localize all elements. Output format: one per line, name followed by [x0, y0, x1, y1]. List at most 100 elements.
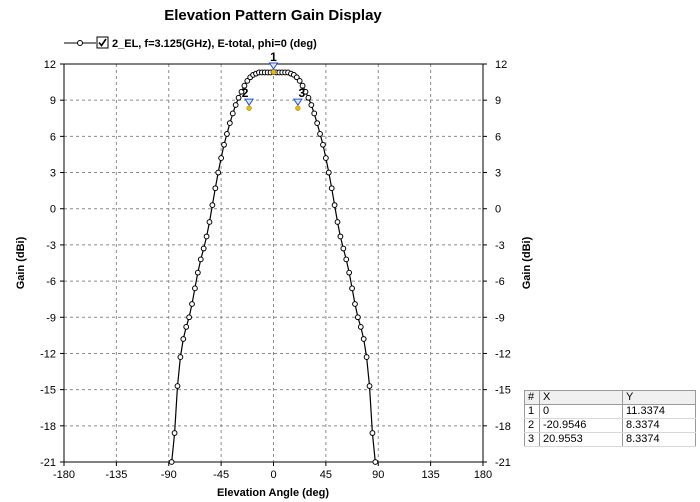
marker-table-col-index: # — [524, 390, 540, 405]
data-point — [360, 336, 367, 342]
y-axis-label-right: Gain (dBi) — [521, 236, 533, 289]
marker-group: 1 2 3 — [242, 50, 306, 111]
data-point — [171, 430, 178, 436]
marker-triangle-icon — [292, 98, 303, 107]
y-tick-label: -3 — [495, 240, 505, 252]
marker-triangle-icon — [268, 62, 279, 70]
data-point — [349, 285, 355, 292]
y-tick-label: -6 — [46, 276, 56, 288]
data-point — [343, 256, 350, 263]
data-point — [224, 131, 230, 137]
legend-checkbox[interactable] — [96, 36, 109, 49]
marker-table-cell: 0 — [539, 404, 623, 419]
data-point — [238, 88, 245, 95]
data-point — [357, 324, 364, 330]
marker-table-row[interactable]: 3 20.9553 8.3374 — [524, 432, 696, 447]
data-point — [328, 185, 335, 192]
x-axis-label: Elevation Angle (deg) — [217, 487, 329, 499]
y-tick-label: -15 — [495, 385, 511, 397]
y-tick-label: -15 — [40, 385, 56, 397]
data-point — [200, 245, 207, 252]
marker-point — [270, 69, 277, 75]
marker-table-row[interactable]: 2 -20.9546 8.3374 — [524, 418, 696, 433]
y-tick-label: 9 — [50, 95, 56, 107]
marker-table-cell: 8.3374 — [622, 418, 696, 433]
y-tick-label: 0 — [495, 204, 501, 216]
legend[interactable]: 2_EL, f=3.125(GHz), E-total, phi=0 (deg) — [64, 36, 317, 50]
marker-label: 3 — [299, 86, 306, 100]
data-point — [180, 336, 187, 342]
marker-table-cell: 3 — [524, 432, 540, 447]
data-point — [320, 141, 326, 148]
x-tick-label: -180 — [53, 469, 75, 481]
y-tick-label: -12 — [495, 348, 511, 360]
data-point — [229, 110, 236, 117]
marker-table: # X Y 1 0 11.3374 2 -20.9546 8.3374 3 20… — [524, 390, 696, 447]
y-tick-label: -3 — [46, 240, 56, 252]
data-point — [334, 219, 341, 225]
legend-series-label: 2_EL, f=3.125(GHz), E-total, phi=0 (deg) — [112, 38, 317, 50]
data-point — [235, 94, 242, 101]
data-point — [296, 77, 303, 84]
marker-point — [246, 105, 252, 111]
series-group — [168, 69, 379, 465]
y-tick-label: -18 — [40, 421, 56, 433]
data-point — [354, 314, 361, 321]
data-point — [206, 219, 213, 225]
data-point — [221, 141, 227, 148]
data-point — [197, 256, 204, 263]
data-point — [177, 354, 184, 360]
data-point — [244, 77, 251, 84]
x-tick-label: -45 — [213, 469, 229, 481]
data-point — [352, 301, 358, 307]
y-tick-label: -9 — [495, 312, 505, 324]
data-point — [186, 314, 193, 321]
data-point — [340, 245, 347, 252]
data-point — [218, 155, 225, 161]
data-point — [232, 102, 239, 108]
marker-table-col-y: Y — [622, 390, 696, 405]
data-point — [241, 82, 248, 89]
x-tick-label: 90 — [372, 469, 384, 481]
marker-label: 2 — [242, 86, 249, 100]
marker-table-row[interactable]: 1 0 11.3374 — [524, 404, 696, 419]
y-tick-label: 9 — [495, 95, 501, 107]
data-point — [226, 120, 233, 126]
legend-check-icon — [98, 38, 107, 47]
y-tick-label: 3 — [50, 168, 56, 180]
marker-table-col-x: X — [539, 390, 623, 405]
data-point — [346, 269, 353, 276]
data-point — [209, 202, 216, 209]
data-point — [299, 82, 306, 89]
y-tick-label: 0 — [50, 204, 56, 216]
marker-label: 1 — [270, 50, 277, 64]
grid — [64, 64, 483, 462]
data-point — [363, 354, 370, 360]
data-point — [308, 102, 315, 108]
data-point — [183, 324, 190, 330]
data-point — [174, 383, 181, 389]
data-point — [331, 202, 338, 209]
y-axis-label-left: Gain (dBi) — [15, 236, 27, 289]
marker-table-cell: 1 — [524, 404, 540, 419]
x-tick-label: 135 — [421, 469, 439, 481]
x-tick-label: 180 — [474, 469, 492, 481]
marker-table-cell: 11.3374 — [622, 404, 696, 419]
data-point — [322, 155, 329, 161]
y-tick-label: -21 — [40, 457, 56, 469]
data-point — [192, 285, 198, 292]
data-point — [325, 169, 332, 176]
data-point — [314, 120, 321, 126]
data-point — [372, 459, 379, 465]
y-tick-label: 6 — [495, 131, 501, 143]
data-point — [194, 269, 201, 276]
data-point — [215, 169, 222, 176]
y-tick-label: -12 — [40, 348, 56, 360]
y-tick-label: -9 — [46, 312, 56, 324]
marker-table-header: # X Y — [524, 390, 696, 405]
data-point — [305, 94, 312, 101]
y-tick-label: -21 — [495, 457, 511, 469]
marker-triangle-icon — [244, 98, 255, 107]
data-point — [293, 74, 300, 81]
